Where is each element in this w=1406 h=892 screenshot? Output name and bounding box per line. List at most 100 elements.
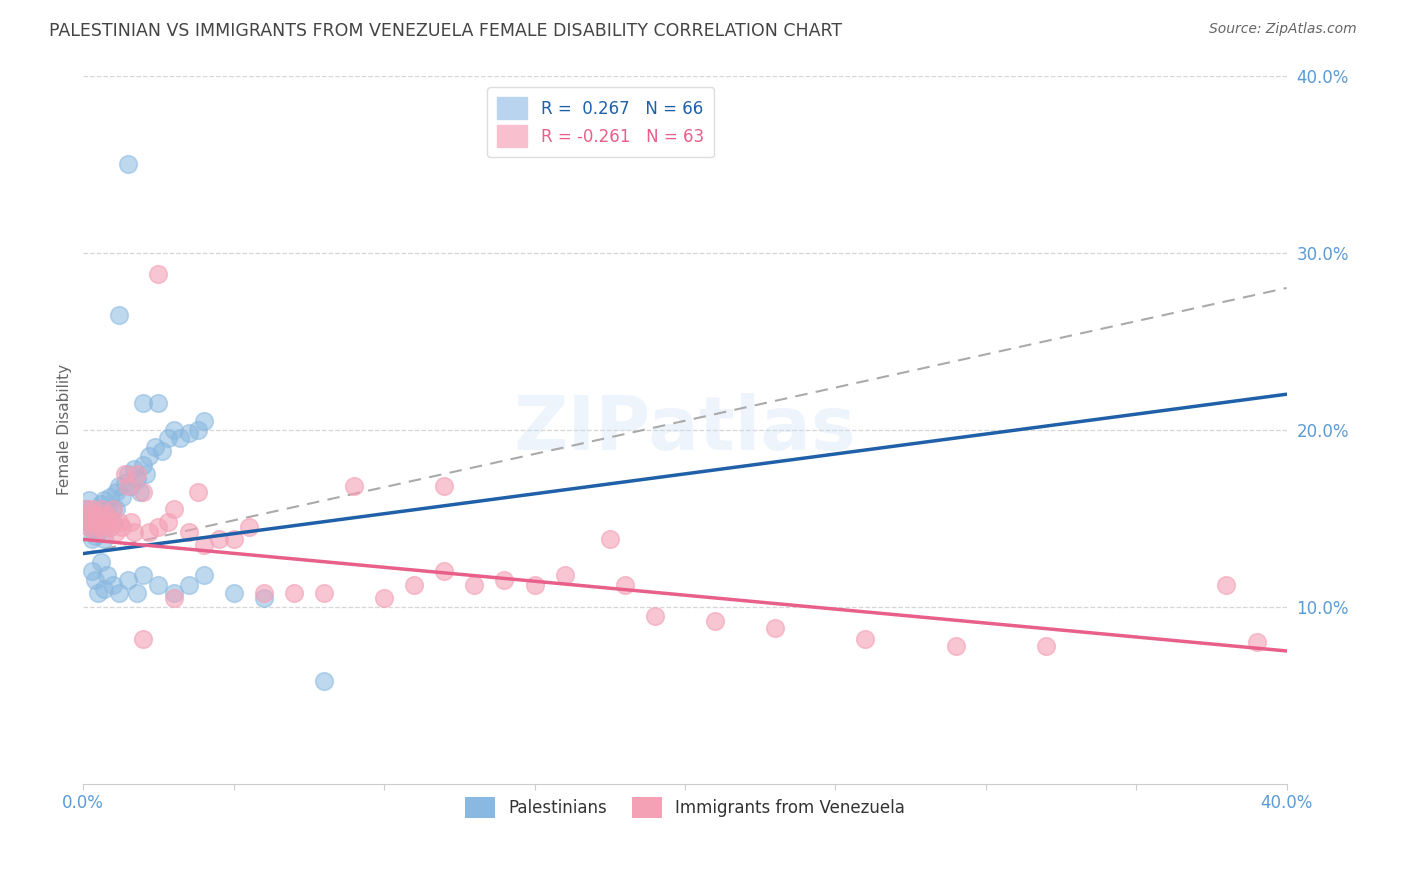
Point [87,515,110,529]
Point [111,490,134,504]
Legend: Palestinians, Immigrants from Venezuela: Palestinians, Immigrants from Venezuela [458,790,911,825]
Point [156,515,179,529]
Point [87,585,110,599]
Point [114,475,136,490]
Point [103,515,125,529]
Point [1035,639,1057,653]
Point [98,520,121,534]
Point [193,567,215,582]
Point [79,520,101,534]
Point [108,308,131,322]
Point [644,608,666,623]
Point [145,440,167,454]
Point [82,502,104,516]
Point [253,585,276,599]
Point [108,515,131,529]
Point [433,564,456,578]
Point [177,525,200,540]
Point [373,591,395,605]
Point [117,479,139,493]
Point [148,267,170,281]
Point [75,515,97,529]
Point [343,479,366,493]
Point [90,497,112,511]
Point [79,493,101,508]
Point [79,508,101,522]
Point [96,508,118,522]
Point [79,520,101,534]
Point [463,578,485,592]
Point [87,515,110,529]
Point [162,585,184,599]
Point [93,493,115,508]
Point [105,502,128,516]
Point [132,632,155,646]
Point [90,502,112,516]
Point [114,467,136,481]
Point [127,472,149,486]
Point [82,520,104,534]
Point [75,502,97,516]
Point [117,573,139,587]
Point [193,414,215,428]
Point [84,511,107,525]
Point [105,484,128,499]
Point [162,423,184,437]
Point [156,432,179,446]
Point [222,533,245,547]
Point [253,591,276,605]
Point [75,502,97,516]
Text: ZIPatlas: ZIPatlas [513,393,856,467]
Point [90,520,112,534]
Point [87,502,110,516]
Point [93,582,115,596]
Point [148,578,170,592]
Point [312,674,335,689]
Point [132,484,155,499]
Point [177,426,200,441]
Point [111,520,134,534]
Point [120,479,142,493]
Point [103,578,125,592]
Point [103,515,125,529]
Point [312,585,335,599]
Point [148,396,170,410]
Point [150,443,173,458]
Point [162,502,184,516]
Point [945,639,967,653]
Point [103,502,125,516]
Point [135,467,157,481]
Point [613,578,636,592]
Point [494,573,516,587]
Point [162,591,184,605]
Point [763,621,786,635]
Point [177,578,200,592]
Point [138,525,160,540]
Point [855,632,877,646]
Point [108,479,131,493]
Point [87,525,110,540]
Point [132,396,155,410]
Point [433,479,456,493]
Point [84,525,107,540]
Text: Source: ZipAtlas.com: Source: ZipAtlas.com [1209,22,1357,37]
Point [222,585,245,599]
Point [82,533,104,547]
Point [84,573,107,587]
Point [1215,578,1237,592]
Point [129,484,152,499]
Point [148,520,170,534]
Point [554,567,576,582]
Point [187,484,209,499]
Point [90,520,112,534]
Point [523,578,546,592]
Point [132,567,155,582]
Point [96,502,118,516]
Point [82,564,104,578]
Point [283,585,305,599]
Point [96,515,118,529]
Point [82,515,104,529]
Point [87,508,110,522]
Point [704,614,727,628]
Point [187,423,209,437]
